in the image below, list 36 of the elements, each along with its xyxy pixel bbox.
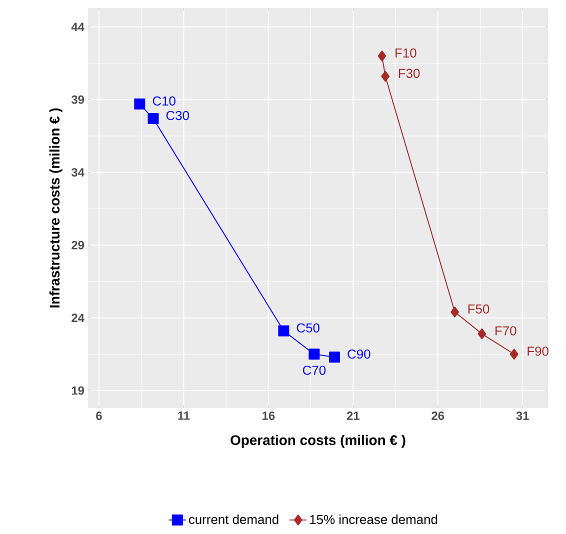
point xyxy=(381,70,390,82)
point xyxy=(329,352,340,363)
annotation: C10 xyxy=(152,96,176,106)
point xyxy=(450,306,460,318)
legend-label: 15% increase demand xyxy=(310,514,438,524)
y-tick-label: 29 xyxy=(72,240,84,250)
annotation: F70 xyxy=(496,326,516,336)
point xyxy=(308,348,320,360)
point xyxy=(134,98,146,110)
y-tick-label: 39 xyxy=(71,95,84,104)
annotation: C50 xyxy=(296,323,320,332)
y-tick-label: 19 xyxy=(72,386,84,395)
x-tick-label: 11 xyxy=(178,412,190,420)
annotation: C30 xyxy=(166,110,190,120)
y-tick-label: 24 xyxy=(72,314,84,322)
x-tick-label: 6 xyxy=(96,412,102,420)
y-axis-title: Infrastructure costs (milion € ) xyxy=(49,108,62,308)
point xyxy=(278,325,290,336)
x-tick-label: 31 xyxy=(516,412,529,420)
annotation: F50 xyxy=(468,304,490,314)
annotation: C90 xyxy=(348,350,370,359)
point xyxy=(478,328,486,340)
point xyxy=(510,348,518,360)
x-tick-label: 26 xyxy=(432,412,444,420)
annotation: F90 xyxy=(528,346,548,356)
y-tick-label: 34 xyxy=(71,168,84,177)
point xyxy=(378,50,386,62)
legend-label: current demand xyxy=(188,514,278,524)
annotation: F10 xyxy=(396,48,416,58)
y-tick-label: 44 xyxy=(71,22,84,32)
annotation: F30 xyxy=(398,68,420,78)
annotation: C70 xyxy=(302,366,326,375)
x-tick-label: 21 xyxy=(346,412,360,420)
x-tick-label: 16 xyxy=(262,412,275,420)
x-axis-title: Operation costs (milion € ) xyxy=(230,434,406,448)
point xyxy=(148,113,159,124)
